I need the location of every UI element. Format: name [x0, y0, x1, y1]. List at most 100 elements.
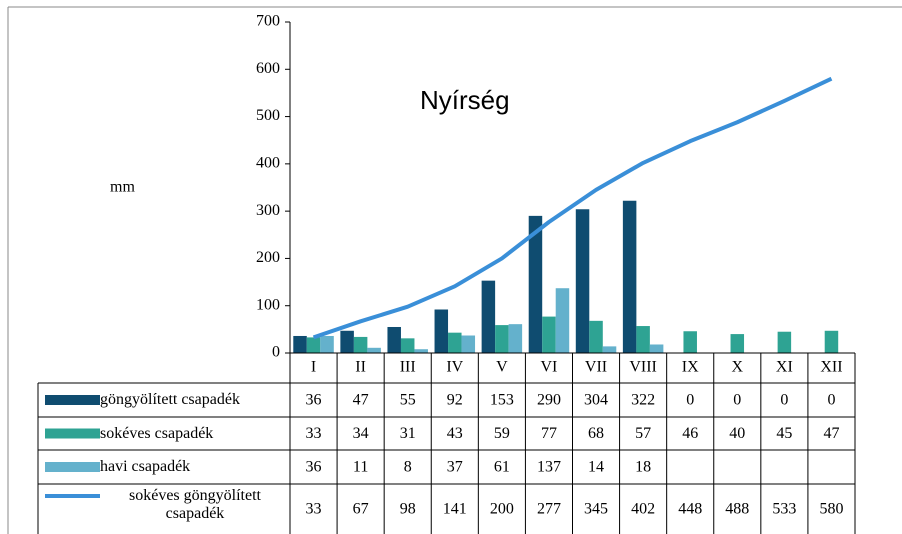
table-value: 31	[400, 425, 416, 442]
y-tick-label: 200	[256, 249, 280, 266]
table-value: 68	[588, 425, 604, 442]
legend-key	[45, 428, 100, 439]
y-tick-label: 500	[256, 107, 280, 124]
x-tick-label: VII	[585, 359, 607, 376]
table-value: 77	[541, 425, 557, 442]
table-value: 533	[772, 501, 796, 518]
bar	[481, 280, 496, 353]
bar	[542, 316, 556, 353]
bar	[320, 335, 334, 353]
bar	[589, 320, 603, 353]
table-value: 277	[537, 501, 561, 518]
table-value: 45	[776, 425, 792, 442]
table-value: 67	[353, 501, 369, 518]
bar	[683, 331, 697, 353]
table-value: 200	[490, 501, 514, 518]
bar	[824, 330, 839, 353]
y-tick-label: 0	[272, 344, 280, 361]
x-tick-label: XII	[820, 359, 842, 376]
bar	[461, 335, 476, 353]
x-tick-label: VI	[541, 359, 558, 376]
x-tick-label: VIII	[629, 359, 657, 376]
bar	[528, 215, 543, 353]
table-value: 345	[584, 501, 608, 518]
table-value: 580	[819, 501, 843, 518]
x-tick-label: IX	[682, 359, 699, 376]
x-tick-label: V	[496, 359, 508, 376]
table-value: 92	[447, 392, 463, 409]
table-value: 290	[537, 392, 561, 409]
legend-label: göngyölített csapadék	[100, 391, 240, 408]
y-tick-label: 700	[256, 13, 280, 30]
legend-key	[45, 462, 100, 472]
table-value: 0	[780, 392, 788, 409]
x-tick-label: XI	[776, 359, 793, 376]
table-value: 98	[400, 501, 416, 518]
table-value: 33	[306, 501, 322, 518]
table-value: 37	[447, 459, 463, 476]
legend-label: sokéves göngyölített csapadék	[129, 487, 261, 522]
table-value: 34	[353, 425, 369, 442]
table-value: 402	[631, 501, 655, 518]
bar	[400, 338, 415, 353]
table-value: 18	[635, 459, 651, 476]
bar	[293, 335, 307, 353]
table-value: 40	[729, 425, 745, 442]
table-value: 47	[823, 425, 839, 442]
bar	[575, 209, 590, 353]
chart-title: Nyírség	[420, 85, 510, 115]
x-tick-label: X	[732, 359, 744, 376]
table-value: 33	[306, 425, 322, 442]
bar	[602, 346, 617, 353]
table-value: 11	[353, 459, 368, 476]
legend-key	[45, 395, 100, 405]
bar	[414, 349, 428, 353]
bar	[367, 347, 381, 353]
y-tick-label: 100	[256, 296, 280, 313]
table-value: 43	[447, 425, 463, 442]
bar	[555, 288, 570, 353]
table-value: 46	[682, 425, 698, 442]
table-value: 0	[733, 392, 741, 409]
table-value: 141	[443, 501, 467, 518]
bar	[306, 337, 321, 353]
table-value: 8	[404, 459, 412, 476]
table-value: 304	[584, 392, 608, 409]
table-value: 153	[490, 392, 514, 409]
bar	[508, 324, 523, 353]
legend-label: sokéves csapadék	[100, 424, 214, 442]
table-value: 0	[686, 392, 694, 409]
y-axis-label: mm	[110, 179, 135, 196]
bar	[730, 334, 745, 353]
table-value: 36	[306, 392, 322, 409]
bar	[649, 344, 664, 353]
bar	[622, 200, 637, 353]
table-value: 59	[494, 425, 510, 442]
table-value: 57	[635, 425, 651, 442]
table-value: 322	[631, 392, 655, 409]
y-tick-label: 300	[256, 202, 280, 219]
bar	[387, 326, 401, 353]
table-value: 61	[494, 459, 510, 476]
bar	[434, 309, 449, 353]
bar	[353, 336, 368, 353]
y-tick-label: 400	[256, 155, 280, 172]
bar	[340, 330, 354, 353]
x-tick-label: III	[400, 359, 416, 376]
table-value: 488	[725, 501, 749, 518]
legend-label: havi csapadék	[100, 458, 191, 475]
x-tick-label: I	[311, 359, 316, 376]
bar	[448, 332, 462, 353]
table-value: 0	[827, 392, 835, 409]
line	[312, 76, 833, 340]
table-value: 448	[678, 501, 702, 518]
bar	[495, 325, 509, 353]
x-tick-label: II	[355, 359, 366, 376]
table-value: 36	[306, 459, 322, 476]
table-value: 55	[400, 392, 416, 409]
y-tick-label: 600	[256, 60, 280, 77]
bar	[636, 326, 650, 353]
table-value: 47	[353, 392, 369, 409]
table-value: 14	[588, 459, 604, 476]
